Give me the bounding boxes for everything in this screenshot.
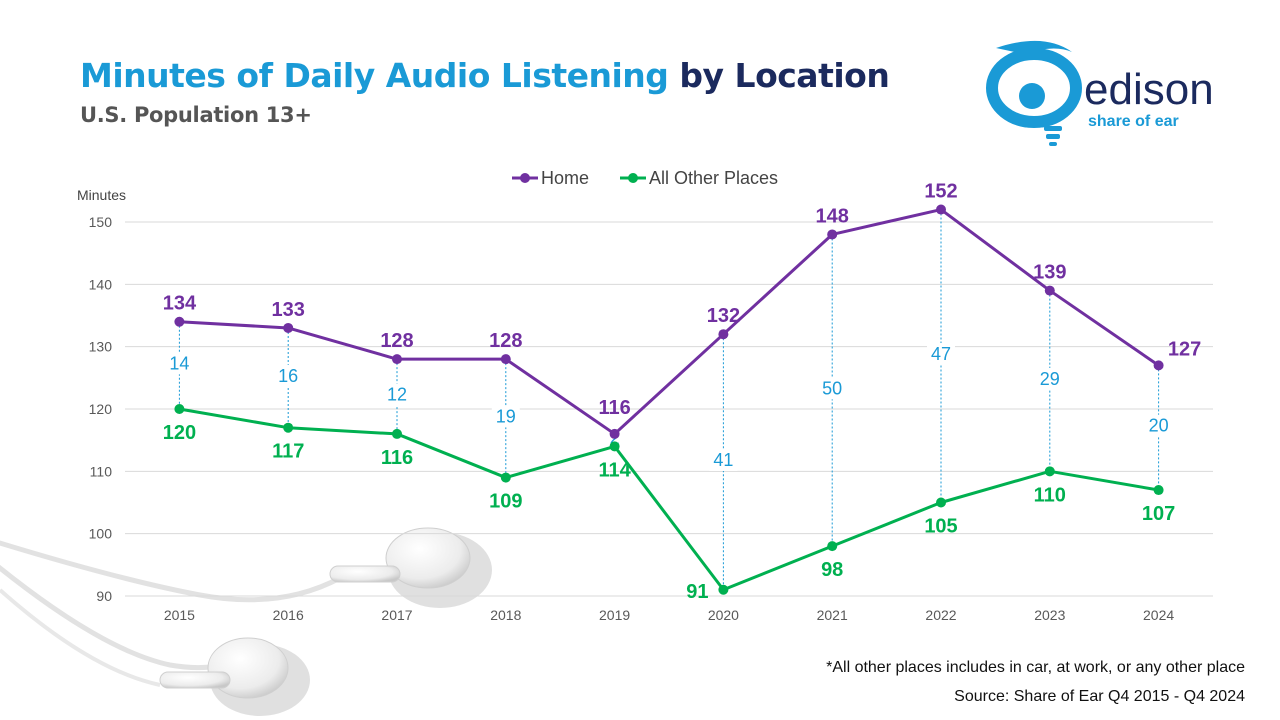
data-point xyxy=(174,404,185,414)
logo-brand: edison xyxy=(1084,65,1214,114)
edison-logo: edison share of ear xyxy=(986,40,1214,146)
y-tick-label: 120 xyxy=(89,401,113,417)
data-label: 128 xyxy=(489,330,522,352)
data-point xyxy=(1044,466,1055,477)
difference-label: 19 xyxy=(496,406,516,426)
data-point xyxy=(283,422,294,433)
data-point xyxy=(392,428,402,439)
x-tick-label: 2015 xyxy=(164,607,195,623)
data-label: 133 xyxy=(272,299,305,321)
data-point xyxy=(392,354,402,365)
difference-label-bg xyxy=(1144,414,1173,437)
data-label: 91 xyxy=(686,581,708,603)
title-main: Minutes of Daily Audio Listening xyxy=(80,56,669,95)
data-label: 127 xyxy=(1168,338,1201,360)
difference-label: 41 xyxy=(713,450,733,470)
y-tick-label: 90 xyxy=(96,588,112,604)
data-label: 152 xyxy=(924,181,957,203)
x-tick-label: 2022 xyxy=(925,607,956,623)
difference-label: 20 xyxy=(1149,416,1169,436)
data-label: 116 xyxy=(381,447,413,469)
data-label: 116 xyxy=(598,397,630,419)
source-note: Source: Share of Ear Q4 2015 - Q4 2024 xyxy=(954,688,1245,705)
lightbulb-earphone-icon xyxy=(986,40,1082,146)
difference-label: 47 xyxy=(931,344,951,364)
data-label: 98 xyxy=(821,559,843,581)
data-label: 114 xyxy=(598,459,631,481)
difference-label-bg xyxy=(709,448,738,471)
data-label: 107 xyxy=(1142,503,1175,525)
data-point xyxy=(500,472,511,483)
data-point xyxy=(718,329,729,340)
data-label: 110 xyxy=(1034,484,1066,506)
difference-label: 14 xyxy=(169,353,189,373)
difference-label: 29 xyxy=(1040,369,1060,389)
legend-marker xyxy=(520,173,530,183)
data-point xyxy=(1044,285,1055,296)
data-point xyxy=(936,497,946,508)
data-label: 117 xyxy=(272,441,304,463)
title-suffix: by Location xyxy=(679,56,890,95)
difference-label-bg xyxy=(165,352,194,375)
legend-label: All Other Places xyxy=(649,168,778,188)
y-tick-label: 140 xyxy=(89,276,113,292)
data-point xyxy=(500,354,511,365)
data-point xyxy=(827,229,838,240)
difference-label: 50 xyxy=(822,378,842,398)
x-tick-label: 2024 xyxy=(1143,607,1174,623)
logo-tagline: share of ear xyxy=(1088,113,1179,130)
data-label: 105 xyxy=(924,516,957,538)
data-point xyxy=(283,322,294,333)
legend-marker xyxy=(628,173,638,183)
series-line-other xyxy=(179,407,1159,592)
data-point xyxy=(609,441,620,452)
data-point xyxy=(827,541,838,552)
difference-label: 16 xyxy=(278,366,298,386)
y-tick-label: 130 xyxy=(89,339,113,355)
data-point xyxy=(1153,360,1164,371)
data-label: 134 xyxy=(163,293,197,315)
y-axis-label: Minutes xyxy=(77,187,126,203)
y-tick-label: 150 xyxy=(89,214,113,230)
difference-label-bg xyxy=(274,364,303,387)
x-tick-label: 2021 xyxy=(817,607,848,623)
x-tick-label: 2023 xyxy=(1034,607,1065,623)
data-point xyxy=(1153,485,1164,496)
x-tick-label: 2017 xyxy=(381,607,412,623)
data-point xyxy=(718,584,729,595)
y-tick-label: 100 xyxy=(89,526,113,542)
difference-label-bg xyxy=(383,383,411,406)
x-tick-label: 2018 xyxy=(490,607,521,623)
page-subtitle: U.S. Population 13+ xyxy=(80,103,312,127)
difference-label: 12 xyxy=(387,385,407,405)
data-label: 120 xyxy=(163,422,196,444)
page-title: Minutes of Daily Audio Listening by Loca… xyxy=(80,56,890,95)
footnote: *All other places includes in car, at wo… xyxy=(826,659,1245,676)
x-tick-label: 2020 xyxy=(708,607,739,623)
series-line-home xyxy=(179,208,1160,436)
y-tick-label: 110 xyxy=(90,463,113,479)
legend-label: Home xyxy=(541,168,589,188)
difference-label-bg xyxy=(491,405,520,428)
data-point xyxy=(174,316,185,327)
x-tick-label: 2016 xyxy=(273,607,304,623)
data-point xyxy=(936,204,946,215)
difference-label-bg xyxy=(818,377,847,400)
difference-label-bg xyxy=(1035,367,1064,390)
data-label: 132 xyxy=(707,305,740,327)
earbuds-image xyxy=(0,527,492,716)
data-point xyxy=(609,428,620,439)
data-label: 148 xyxy=(816,205,849,227)
data-label: 139 xyxy=(1033,262,1066,284)
data-label: 128 xyxy=(380,330,413,352)
data-label: 109 xyxy=(489,491,522,513)
x-tick-label: 2019 xyxy=(599,607,630,623)
difference-label-bg xyxy=(927,343,955,366)
